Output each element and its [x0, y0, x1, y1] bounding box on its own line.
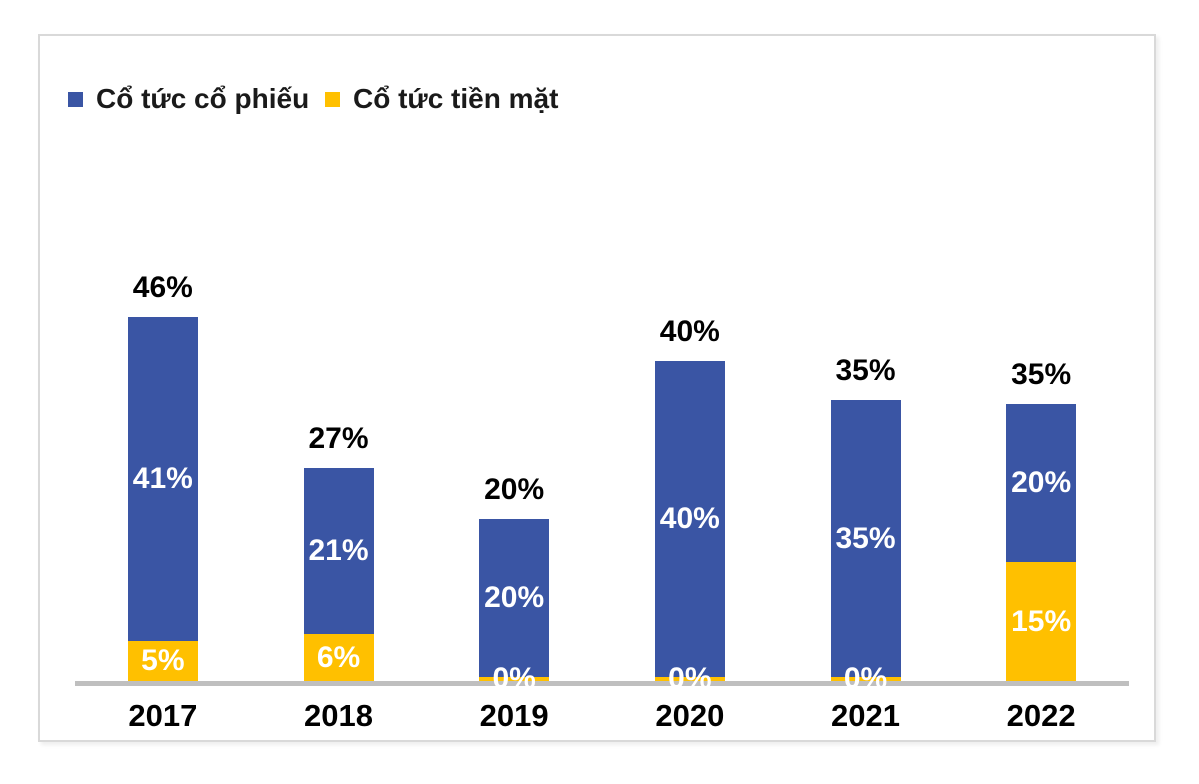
bar-segment-stock-2020: 40%: [654, 361, 725, 677]
total-value-label: 35%: [835, 354, 896, 387]
legend-item-cash-dividend: Cổ tức tiền mặt: [325, 81, 558, 117]
total-value-label: 40%: [659, 315, 720, 348]
segment-value-label: 15%: [1011, 604, 1072, 638]
x-axis-label-2020: 2020: [655, 698, 725, 733]
segment-value-label: 20%: [484, 581, 545, 614]
bar-segment-cash-2017: 5%: [127, 641, 198, 681]
plot-area: 41% 5% 46% 2017 21% 6% 27% 2018 20% 0% 20% 2019 40% 0…: [40, 36, 1154, 740]
x-axis-label-2017: 2017: [128, 698, 198, 733]
segment-value-label: 40%: [659, 502, 720, 535]
segment-value-label: 41%: [132, 462, 193, 495]
total-value-label: 20%: [484, 473, 545, 506]
bar-segment-cash-2018: 6%: [303, 634, 374, 681]
bar-segment-cash-2022: 15%: [1006, 562, 1077, 681]
bar-2019: 20% 0%: [479, 519, 550, 695]
bar-2020: 40% 0%: [654, 361, 725, 695]
chart-frame: Cổ tức cổ phiếu Cổ tức tiền mặt 41% 5% 46%…: [38, 34, 1156, 742]
bar-segment-stock-2021: 35%: [830, 400, 901, 677]
bar-segment-stock-2017: 41%: [127, 317, 198, 641]
legend-item-stock-dividend: Cổ tức cổ phiếu: [68, 81, 309, 117]
x-axis-label-2019: 2019: [479, 698, 549, 733]
total-value-label: 27%: [308, 422, 369, 455]
segment-value-label: 35%: [835, 521, 896, 555]
legend-label-stock-dividend: Cổ tức cổ phiếu: [96, 83, 310, 114]
bar-segment-stock-2019: 20%: [479, 519, 550, 677]
total-value-label: 35%: [1011, 358, 1072, 391]
bar-segment-cash-2019: 0%: [479, 662, 550, 695]
segment-value-label: 5%: [141, 644, 185, 677]
bar-2022: 20% 15%: [1006, 404, 1077, 681]
x-axis-label-2021: 2021: [831, 698, 900, 733]
segment-value-label: 6%: [316, 640, 361, 674]
bar-2017: 41% 5%: [127, 317, 198, 681]
segment-value-label: 20%: [1011, 466, 1072, 499]
legend-swatch-stock-dividend: [68, 91, 83, 107]
bar-segment-cash-2021: 0%: [830, 662, 901, 695]
legend-swatch-cash-dividend: [325, 91, 340, 107]
legend: Cổ tức cổ phiếu Cổ tức tiền mặt: [40, 81, 1154, 117]
bar-2018: 21% 6%: [303, 468, 374, 681]
x-axis-label-2022: 2022: [1006, 698, 1076, 733]
x-axis-label-2018: 2018: [304, 698, 373, 733]
bar-segment-stock-2022: 20%: [1006, 404, 1077, 562]
total-value-label: 46%: [132, 271, 193, 304]
segment-value-label: 21%: [308, 534, 369, 567]
bar-segment-cash-2020: 0%: [654, 662, 725, 695]
legend-label-cash-dividend: Cổ tức tiền mặt: [353, 83, 559, 114]
bar-2021: 35% 0%: [830, 400, 901, 695]
bar-segment-stock-2018: 21%: [303, 468, 374, 634]
x-axis-line: [75, 681, 1129, 686]
